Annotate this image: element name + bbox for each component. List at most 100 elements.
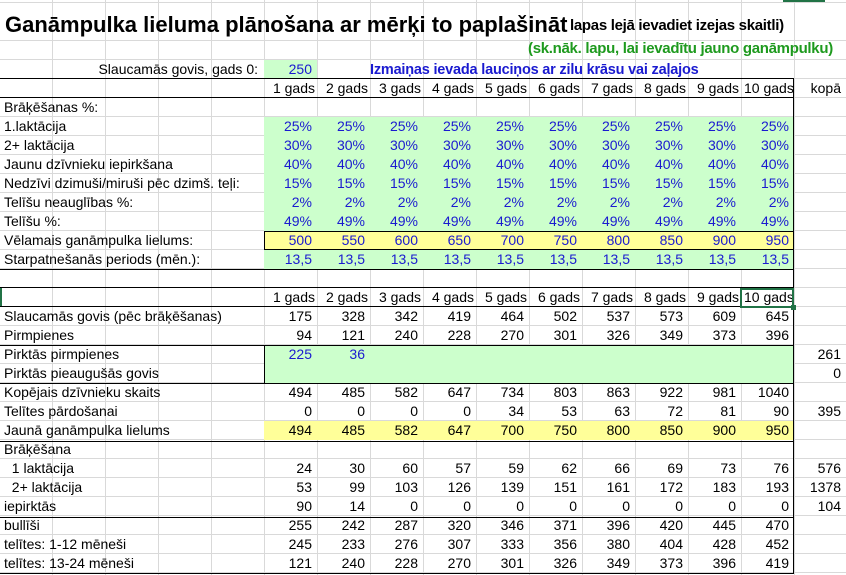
input-cell[interactable]: 40% (283, 156, 312, 172)
year-header[interactable]: 4 gads (431, 80, 474, 96)
value-cell[interactable] (582, 440, 635, 459)
input-cell[interactable]: 30% (601, 137, 630, 153)
year-header[interactable]: 1 gads (272, 80, 315, 96)
input-cell[interactable]: 15% (760, 175, 789, 191)
input-cell[interactable]: 2% (344, 194, 365, 210)
value-cell[interactable]: 950 (765, 422, 789, 438)
input-cell[interactable]: 2% (662, 194, 683, 210)
value-cell[interactable]: 94 (296, 327, 312, 343)
year-header[interactable]: 3 gads (378, 289, 421, 305)
total-cell[interactable]: 261 (817, 346, 841, 362)
input-cell[interactable]: 15% (442, 175, 471, 191)
input-cell[interactable]: 30% (495, 137, 524, 153)
input-cell[interactable]: 30% (548, 137, 577, 153)
total-cell[interactable]: 576 (817, 460, 841, 476)
value-cell[interactable]: 494 (288, 422, 312, 438)
value-cell[interactable]: 734 (500, 384, 524, 400)
input-cell[interactable]: 25% (442, 118, 471, 134)
value-cell[interactable]: 301 (500, 555, 524, 571)
value-cell[interactable]: 72 (667, 403, 683, 419)
year-header[interactable]: 5 gads (484, 80, 527, 96)
input-cell[interactable] (476, 345, 529, 364)
input-cell[interactable]: 2% (450, 194, 471, 210)
input-cell[interactable] (423, 345, 476, 364)
value-cell[interactable]: 0 (410, 498, 418, 514)
input-cell[interactable]: 40% (336, 156, 365, 172)
value-cell[interactable]: 63 (614, 403, 630, 419)
value-cell[interactable]: 349 (659, 327, 683, 343)
input-cell[interactable]: 15% (283, 175, 312, 191)
input-cell[interactable]: 13,5 (761, 251, 789, 267)
year-header[interactable]: 3 gads (378, 80, 421, 96)
value-cell[interactable]: 0 (781, 498, 789, 514)
input-cell[interactable] (529, 345, 582, 364)
value-cell[interactable] (423, 440, 476, 459)
value-cell[interactable]: 240 (394, 327, 418, 343)
input-cell[interactable]: 13,5 (390, 251, 418, 267)
value-cell[interactable]: 59 (508, 460, 524, 476)
value-cell[interactable]: 396 (712, 555, 736, 571)
year-header[interactable]: 10 gads (744, 80, 794, 96)
input-cell[interactable]: 650 (447, 232, 471, 248)
input-cell[interactable]: 36 (349, 346, 365, 362)
value-cell[interactable]: 373 (712, 327, 736, 343)
input-cell[interactable]: 600 (394, 232, 418, 248)
value-cell[interactable]: 320 (447, 517, 471, 533)
input-cell[interactable]: 225 (288, 346, 312, 362)
input-cell[interactable]: 30% (760, 137, 789, 153)
value-cell[interactable]: 14 (349, 498, 365, 514)
value-cell[interactable]: 0 (569, 498, 577, 514)
value-cell[interactable]: 240 (341, 555, 365, 571)
input-cell[interactable] (582, 364, 635, 383)
input-cell[interactable]: 2% (715, 194, 736, 210)
input-cell[interactable]: 25% (389, 118, 418, 134)
input-cell[interactable]: 2% (556, 194, 577, 210)
input-cell[interactable]: 2% (609, 194, 630, 210)
value-cell[interactable]: 99 (349, 479, 365, 495)
year-header[interactable]: 2 gads (325, 289, 368, 305)
input-cell[interactable]: 500 (288, 232, 312, 248)
input-cell[interactable]: 40% (548, 156, 577, 172)
value-cell[interactable]: 349 (606, 555, 630, 571)
value-cell[interactable]: 328 (341, 308, 365, 324)
year-header[interactable]: 6 gads (537, 80, 580, 96)
value-cell[interactable]: 485 (341, 422, 365, 438)
value-cell[interactable]: 420 (659, 517, 683, 533)
value-cell[interactable]: 90 (773, 403, 789, 419)
value-cell[interactable]: 53 (561, 403, 577, 419)
input-cell[interactable]: 49% (336, 213, 365, 229)
input-cell[interactable] (688, 345, 741, 364)
input-cell[interactable]: 800 (606, 232, 630, 248)
value-cell[interactable]: 151 (553, 479, 577, 495)
input-cell[interactable]: 15% (389, 175, 418, 191)
total-cell[interactable] (794, 307, 846, 326)
value-cell[interactable]: 464 (500, 308, 524, 324)
value-cell[interactable]: 139 (500, 479, 524, 495)
value-cell[interactable] (529, 440, 582, 459)
value-cell[interactable]: 183 (712, 479, 736, 495)
value-cell[interactable]: 502 (553, 308, 577, 324)
input-cell[interactable] (476, 364, 529, 383)
value-cell[interactable]: 103 (394, 479, 418, 495)
input-cell[interactable]: 49% (442, 213, 471, 229)
value-cell[interactable]: 582 (394, 422, 418, 438)
input-cell[interactable]: 850 (659, 232, 683, 248)
input-cell[interactable]: 15% (601, 175, 630, 191)
value-cell[interactable] (476, 440, 529, 459)
input-cell[interactable]: 25% (495, 118, 524, 134)
value-cell[interactable]: 419 (765, 555, 789, 571)
input-cell[interactable] (635, 364, 688, 383)
value-cell[interactable]: 245 (288, 536, 312, 552)
input-cell[interactable] (635, 345, 688, 364)
value-cell[interactable]: 800 (606, 422, 630, 438)
input-cell[interactable] (529, 364, 582, 383)
value-cell[interactable]: 326 (553, 555, 577, 571)
value-cell[interactable]: 0 (463, 498, 471, 514)
value-cell[interactable]: 233 (341, 536, 365, 552)
input-cell[interactable]: 25% (283, 118, 312, 134)
value-cell[interactable]: 161 (606, 479, 630, 495)
value-cell[interactable]: 34 (508, 403, 524, 419)
value-cell[interactable]: 0 (728, 498, 736, 514)
input-cell[interactable]: 15% (707, 175, 736, 191)
total-cell[interactable]: 1378 (809, 479, 841, 495)
